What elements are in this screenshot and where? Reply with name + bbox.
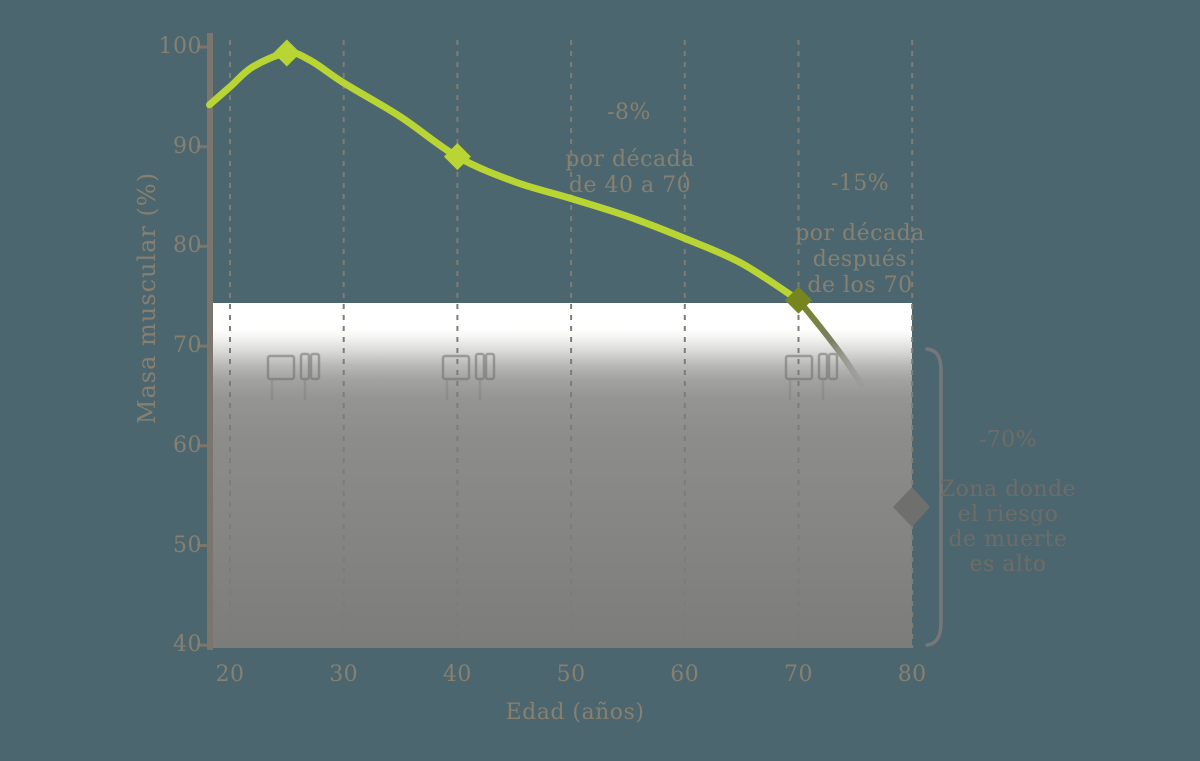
annotation-decline-40-70-percent: -8% [607, 100, 651, 125]
x-axis-title: Edad (años) [505, 700, 645, 725]
annotation-risk-zone-text: Zona donde el riesgo de muerte es alto [940, 477, 1076, 577]
y-tick-label: 60 [173, 432, 202, 458]
gridlines [229, 40, 914, 648]
curve-markers [273, 39, 812, 314]
annotation-line: es alto [969, 552, 1047, 577]
equipment-icon-bar [484, 352, 496, 381]
y-tick-label: 100 [158, 34, 202, 59]
x-tick-label: 80 [897, 662, 927, 687]
diamond-marker [785, 286, 812, 314]
equipment-icon-bar [309, 352, 321, 381]
x-tick-label: 20 [215, 662, 245, 687]
annotation-line: de los 70 [807, 273, 913, 298]
y-axis-line [207, 33, 213, 650]
equipment-icon-bar [299, 352, 311, 381]
annotation-line: el riesgo [957, 502, 1059, 527]
x-tick-label: 30 [329, 662, 359, 687]
y-tick-label: 40 [173, 632, 202, 658]
y-tick-label: 80 [173, 233, 202, 259]
x-tick-label: 60 [670, 662, 700, 687]
equipment-icon-frame [441, 354, 471, 381]
x-tick-label: 70 [784, 662, 813, 687]
x-tick-label: 40 [442, 662, 472, 687]
muscle-mass-curve-risk-segment [795, 297, 864, 387]
equipment-icon [784, 352, 839, 400]
annotation-line: de 40 a 70 [568, 173, 692, 198]
y-tick-label: 50 [173, 532, 202, 558]
equipment-icon-bar [827, 352, 839, 381]
equipment-icons [266, 352, 839, 400]
y-tick-label: 70 [173, 333, 202, 359]
annotation-line: por década [795, 221, 925, 246]
y-axis-tick-marks [197, 45, 210, 647]
annotation-line: Zona donde [939, 477, 1077, 502]
equipment-icon-frame [266, 354, 296, 381]
annotation-line: por década [565, 147, 695, 172]
diamond-marker [273, 39, 301, 67]
equipment-icon [266, 352, 321, 400]
diamond-marker [443, 143, 471, 171]
equipment-icon-bar [817, 352, 829, 381]
annotation-line: de muerte [948, 527, 1068, 552]
muscle-mass-curve [206, 49, 802, 304]
y-tick-label: 90 [173, 133, 202, 159]
annotation-decline-after-70-percent: -15% [830, 171, 890, 196]
equipment-icon [441, 352, 496, 400]
y-axis-title: Masa muscular (%) [133, 171, 161, 425]
x-tick-label: 50 [556, 662, 586, 687]
annotation-decline-after-70-text: por década después de los 70 [795, 221, 925, 299]
risk-zone-arrow-icon [893, 487, 930, 527]
annotation-line: después [812, 247, 908, 272]
equipment-icon-frame [784, 354, 814, 381]
equipment-icon-bar [474, 352, 486, 381]
annotation-risk-zone-percent: -70% [978, 427, 1038, 453]
risk-zone-area [211, 303, 912, 648]
annotation-decline-40-70-text: por década de 40 a 70 [565, 147, 695, 199]
risk-zone-bracket [925, 347, 943, 647]
